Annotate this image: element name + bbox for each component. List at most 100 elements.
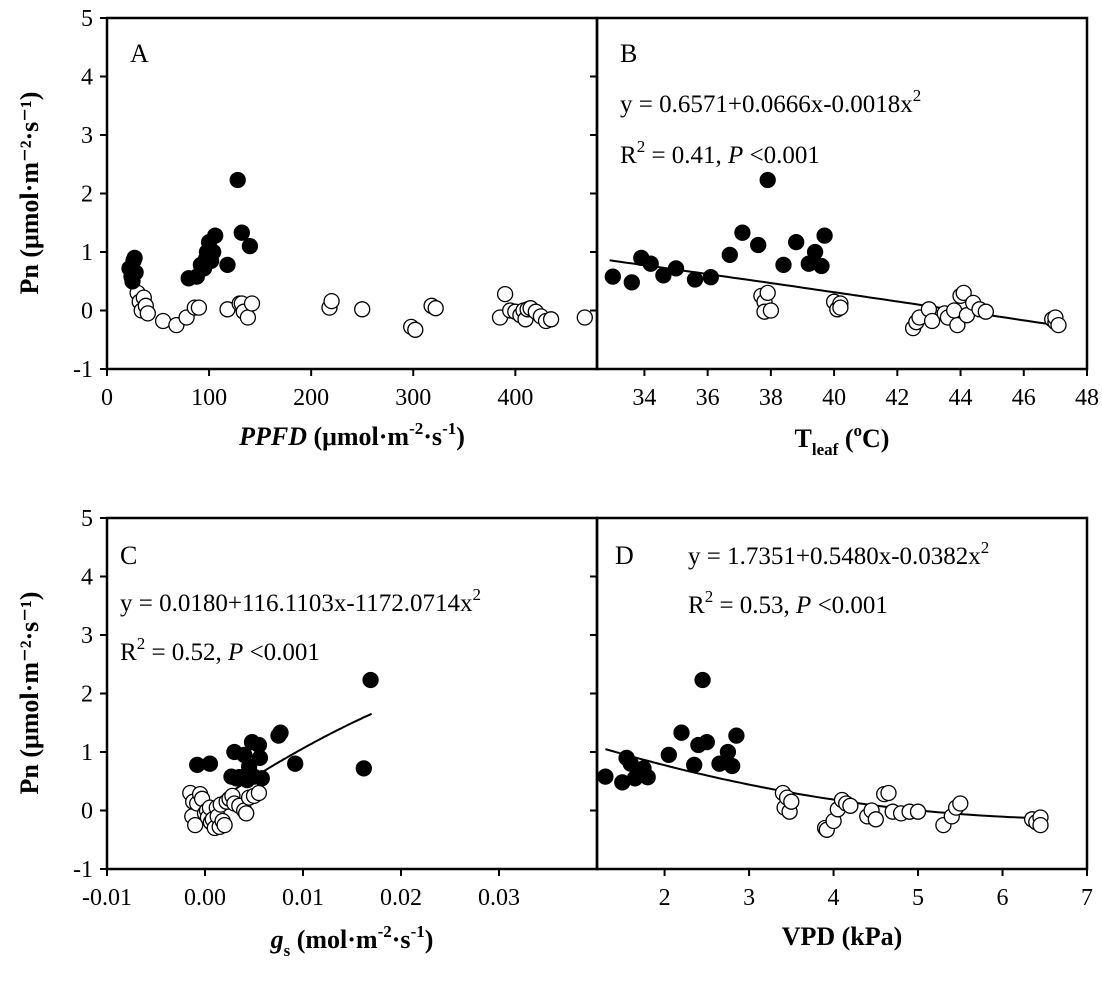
panel-a-x-tick-label: 200 [293, 385, 329, 411]
panel-c-filled-point [253, 770, 270, 787]
y-axis-label-bottom: Pn (μmol·m⁻²·s⁻¹) [15, 592, 44, 795]
panel-c-x-label: gs (mol·m-2·s-1) [270, 922, 434, 960]
panel-a-x-label-italic: PPFD [238, 422, 307, 451]
panel-a-filled-point [219, 256, 236, 274]
panel-b-filled-point [702, 269, 719, 286]
panel-b-x-label-text: T [795, 424, 812, 453]
panel-a-y-tick-label: 2 [81, 182, 93, 208]
panel-b-x-tick-label: 46 [1012, 385, 1036, 411]
panel-b-r2-lead: R [620, 142, 637, 169]
panel-d-filled-point [728, 727, 745, 744]
panel-a-open-point [243, 295, 261, 312]
y-axis-label-top: Pn (μmol·m⁻²·s⁻¹) [15, 92, 44, 295]
panel-b-x-tick-label: 36 [696, 385, 720, 411]
panel-b-filled-point [816, 227, 833, 244]
panel-a-open-point [323, 292, 340, 310]
panel-d-filled-point [724, 757, 741, 775]
panel-c-equation-sup: 2 [473, 585, 482, 604]
panel-c-x-label-sub: s [284, 941, 291, 960]
panel-d-filled-point [660, 746, 677, 764]
panel-c-x-label-italic: g [270, 925, 284, 954]
panel-a-open-point [542, 311, 560, 328]
panel-b-r2-p: P [727, 142, 743, 169]
panel-b-x-tick-label: 42 [885, 385, 909, 411]
panel-b-x-tick-label: 44 [949, 385, 973, 411]
panel-c-x-tick-label: 0.00 [184, 885, 226, 911]
panel-d-letter: D [615, 541, 634, 570]
panel-d-x-tick-label: 7 [1081, 885, 1093, 911]
panel-d-open-point [880, 784, 897, 802]
panel-b-open-point [955, 284, 972, 302]
panel-d-filled-point [698, 733, 715, 751]
panel-b-filled-point [655, 267, 672, 284]
panel-c-x-label-sup2: -1 [411, 922, 425, 941]
panel-b-x-label: Tleaf (oC) [795, 421, 890, 459]
panel-d-open-point [867, 811, 884, 828]
panel-c-r2-lead: R [120, 639, 137, 666]
panel-b-filled-point [667, 260, 685, 277]
panel-a-filled-point [241, 237, 259, 255]
panel-c-letter: C [120, 541, 137, 570]
panel-c-frame [105, 516, 599, 871]
panel-b-equation: y = 0.6571+0.0666x-0.0018x2 [620, 86, 921, 118]
panel-c-open-point [216, 816, 233, 834]
panel-c-x-label-sup1: -2 [378, 922, 392, 941]
panel-c-x-label-text: (mol·m [290, 925, 378, 954]
panel-d-fit-line [605, 748, 1037, 820]
panel-d-x-tick-label: 3 [743, 885, 755, 911]
panel-b-equation-main: y = 0.6571+0.0666x-0.0018x [620, 91, 913, 118]
panel-c-filled-point [355, 760, 372, 777]
panel-a-open-point [354, 301, 371, 318]
panel-d-r2: R2 = 0.53, P <0.001 [688, 587, 888, 619]
panel-b-x-label-sup: o [854, 421, 863, 440]
panel-a-open-point [407, 321, 424, 338]
panel-b-filled-point [775, 256, 792, 274]
panel-c-x-label-close: ) [425, 925, 434, 954]
panel-a-x-label-mid: ·s [423, 422, 442, 451]
panel-a-filled-point [205, 243, 222, 261]
panel-b-x-tick-label: 38 [759, 385, 783, 411]
panel-c-r2: R2 = 0.52, P <0.001 [120, 634, 320, 666]
panel-b-filled-point [788, 233, 805, 251]
panel-a-x-label-sup2: -1 [442, 419, 456, 438]
panel-b-letter: B [620, 39, 637, 68]
panel-d-filled-point [694, 671, 711, 689]
panel-d-filled-point [673, 724, 690, 741]
panel-d-x-tick-label: 2 [659, 885, 671, 911]
panel-b-x-tick-label: 48 [1075, 385, 1099, 411]
panel-d-r2-mid: = 0.53, [713, 592, 796, 619]
panel-d-equation-sup: 2 [981, 538, 990, 557]
panel-a-x-tick-label: 400 [497, 385, 533, 411]
panel-d-open-point [909, 803, 927, 820]
panel-b-filled-point [734, 224, 751, 241]
panel-d-open-point [1032, 816, 1049, 834]
panel-d-r2-p: P [795, 592, 811, 619]
panel-b-open-point [949, 316, 966, 334]
panel-b-filled-point [623, 274, 640, 291]
panel-a-filled-point [207, 227, 224, 244]
panel-b-filled-point [806, 243, 824, 261]
panel-b-x-label-sub: leaf [812, 440, 839, 459]
panel-d-x-tick-label: 6 [997, 885, 1009, 911]
panel-a-open-point [576, 309, 593, 326]
panel-b-open-point [923, 312, 941, 330]
panel-a-x-tick-label: 100 [191, 385, 227, 411]
panel-b-open-point [832, 299, 849, 316]
panel-b-filled-point [686, 271, 704, 288]
panel-c-r2-tail: <0.001 [243, 639, 320, 666]
panel-c-filled-point [201, 755, 219, 772]
panel-a-x-tick-label: 300 [395, 385, 431, 411]
panel-d-x-tick-label: 4 [828, 885, 840, 911]
panel-b-r2-sup: 2 [637, 137, 646, 156]
panel-c-open-point [238, 805, 255, 822]
panel-b-open-point [977, 303, 994, 320]
panel-c-open-point [250, 784, 268, 802]
panel-a-y-tick-label: 4 [81, 65, 93, 91]
panel-d-open-point [842, 797, 859, 814]
panel-a-y-tick-label: 1 [81, 240, 93, 266]
panel-b-open-point [762, 302, 780, 319]
panel-c-x-tick-label: 0.03 [478, 885, 520, 911]
panel-d-filled-point [597, 768, 614, 785]
